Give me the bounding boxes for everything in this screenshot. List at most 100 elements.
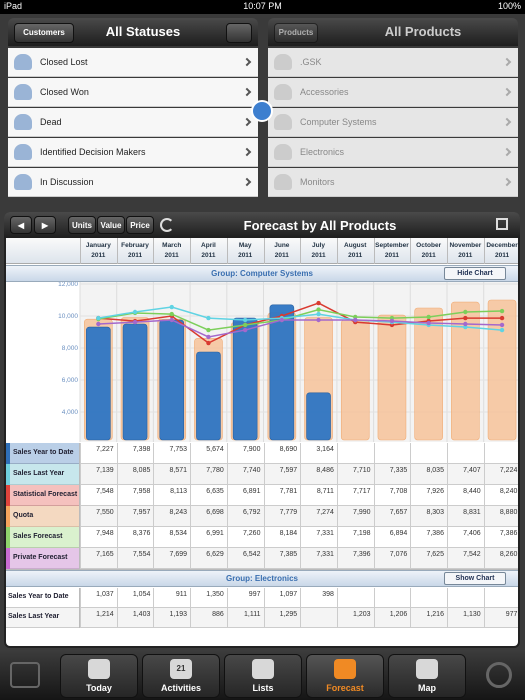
expand-button[interactable]	[496, 218, 508, 230]
tab-icon	[416, 659, 438, 679]
month-year: 2011	[238, 252, 253, 259]
toggle-button[interactable]: Units	[68, 216, 96, 234]
point	[96, 315, 101, 321]
table-cell	[483, 464, 521, 485]
panel-title: All Products	[384, 24, 462, 39]
point	[353, 317, 358, 323]
point	[499, 308, 505, 314]
list-row[interactable]	[8, 48, 258, 77]
cell-value: 7,542	[463, 551, 481, 558]
chart-toggle-button[interactable]: Hide Chart	[444, 267, 506, 280]
table-cell	[373, 548, 411, 569]
cell-value: 7,550	[96, 509, 114, 516]
table-cell	[300, 443, 337, 464]
refresh-button[interactable]	[160, 218, 174, 232]
row-label: Sales Last Year	[13, 469, 65, 477]
table-cell	[190, 588, 227, 608]
nav-button[interactable]: ◀	[10, 216, 32, 234]
month-name: September	[375, 242, 409, 249]
cell-value: 7,657	[389, 509, 408, 516]
month-year: 2011	[421, 252, 436, 259]
panel-button[interactable]: Products	[274, 23, 318, 43]
cell-value: 7,407	[463, 467, 481, 474]
toggle-button[interactable]: Price	[126, 216, 154, 234]
row-icon	[274, 54, 292, 70]
row-swatch	[6, 548, 10, 569]
cell-value: 997	[248, 591, 261, 598]
swap-button[interactable]	[251, 100, 273, 122]
month-cell	[263, 238, 301, 264]
clock: 10:07 PM	[243, 1, 282, 11]
row-label: Statistical Forecast	[13, 490, 78, 498]
cell-value: 7,386	[426, 530, 444, 537]
table-cell	[190, 464, 227, 485]
list-row[interactable]	[268, 168, 518, 197]
list-row[interactable]	[268, 108, 518, 137]
table-cell	[410, 485, 447, 506]
month-cell	[300, 238, 337, 264]
cell-value: 8,303	[426, 509, 444, 516]
cell-value: 1,295	[279, 611, 298, 618]
cell-value: 7,740	[242, 467, 261, 474]
share-button[interactable]	[226, 23, 252, 43]
cell-value: 1,216	[426, 611, 444, 618]
list-row[interactable]	[8, 108, 258, 137]
cell-value: 977	[505, 611, 518, 618]
list-row[interactable]	[8, 138, 258, 167]
row-label: Monitors	[300, 177, 335, 187]
month-name: August	[344, 242, 367, 249]
list-row[interactable]	[268, 48, 518, 77]
cell-value: 6,542	[242, 551, 261, 558]
calendar-day: 21	[176, 664, 186, 673]
table-cell	[373, 588, 411, 608]
table-cell	[410, 443, 447, 464]
table-cell	[263, 485, 301, 506]
list-row[interactable]	[268, 78, 518, 107]
table-cell	[226, 588, 264, 608]
row-icon	[274, 114, 292, 130]
table-cell	[483, 527, 521, 548]
toggle-button[interactable]: Value	[97, 216, 125, 234]
table-row	[6, 485, 518, 506]
table-cell	[300, 608, 337, 628]
group-title: Group: Electronics	[225, 574, 298, 583]
cell-value: 1,193	[169, 611, 188, 618]
list-row[interactable]	[8, 78, 258, 107]
chart-toggle-button[interactable]: Show Chart	[444, 572, 506, 585]
month-cell	[116, 238, 154, 264]
table-cell	[447, 443, 484, 464]
point	[279, 317, 285, 323]
month-year: 2011	[274, 252, 289, 259]
table-cell	[226, 443, 264, 464]
cell-value: 8,260	[499, 551, 518, 558]
point	[96, 321, 101, 327]
cell-value: 7,990	[353, 509, 371, 516]
table-cell	[410, 608, 447, 628]
nav-button[interactable]: ▶	[34, 216, 56, 234]
line	[98, 308, 503, 331]
table-cell	[447, 608, 484, 628]
table-cell	[410, 548, 447, 569]
list-row[interactable]	[268, 138, 518, 167]
cell-value: 7,597	[279, 467, 298, 474]
cell-value: 7,139	[96, 467, 114, 474]
table-cell	[447, 548, 484, 569]
row-label-cell	[10, 485, 80, 506]
table-row	[6, 608, 518, 628]
point	[499, 315, 505, 321]
table-cell	[116, 548, 154, 569]
table-cell	[483, 588, 521, 608]
list-row[interactable]	[8, 168, 258, 197]
point	[463, 309, 468, 315]
table-cell	[483, 506, 521, 527]
y-tick-label: 10,000	[58, 313, 78, 320]
table-cell	[80, 588, 117, 608]
table-cell	[190, 506, 227, 527]
table-row	[6, 506, 518, 527]
panel-button[interactable]: Customers	[14, 23, 74, 43]
table-cell	[447, 527, 484, 548]
cell-value: 8,571	[169, 467, 188, 474]
bar	[122, 323, 148, 441]
month-name: February	[121, 242, 149, 249]
